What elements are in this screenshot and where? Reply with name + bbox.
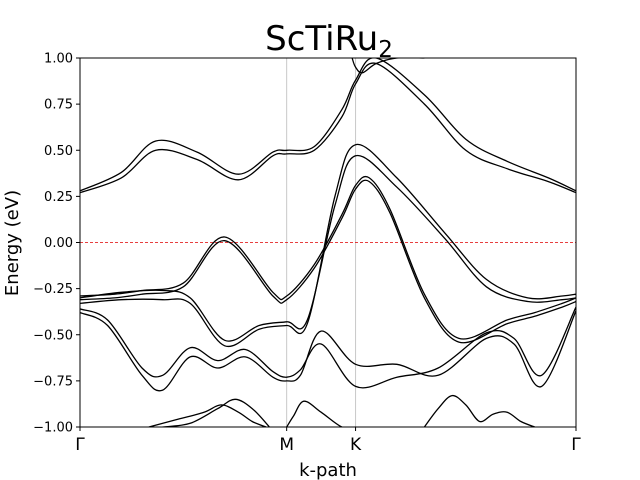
band-line-10: [148, 404, 267, 427]
y-axis-label: Energy (eV): [2, 190, 23, 296]
band-line-11: [162, 398, 270, 427]
band-line-4: [80, 143, 576, 348]
band-line-13: [423, 394, 535, 427]
y-tick-label: 0.50: [44, 144, 73, 159]
band-line-3: [80, 155, 576, 342]
x-axis-label: k-path: [299, 460, 357, 480]
y-tick-label: 1.00: [44, 52, 73, 67]
chart-title: ScTiRu2: [265, 19, 393, 63]
band-line-8: [80, 58, 576, 192]
x-tick-label: Γ: [571, 435, 581, 455]
x-tick-label: M: [279, 435, 294, 455]
y-tick-label: 0.25: [44, 190, 73, 205]
band-line-1: [80, 175, 576, 340]
x-tick-label: Γ: [75, 435, 85, 455]
y-tick-label: −0.75: [33, 374, 73, 389]
y-tick-label: −1.00: [33, 421, 73, 436]
band-line-2: [80, 179, 576, 344]
band-line-7: [80, 62, 576, 194]
y-tick-label: 0.00: [44, 236, 73, 251]
y-tick-label: 0.75: [44, 98, 73, 113]
y-tick-label: −0.50: [33, 328, 73, 343]
band-line-5: [80, 310, 576, 392]
x-tick-label: K: [350, 435, 362, 455]
y-tick-label: −0.25: [33, 282, 73, 297]
band-line-6: [80, 306, 576, 389]
band-line-9: [351, 58, 425, 74]
band-line-12: [286, 400, 356, 427]
